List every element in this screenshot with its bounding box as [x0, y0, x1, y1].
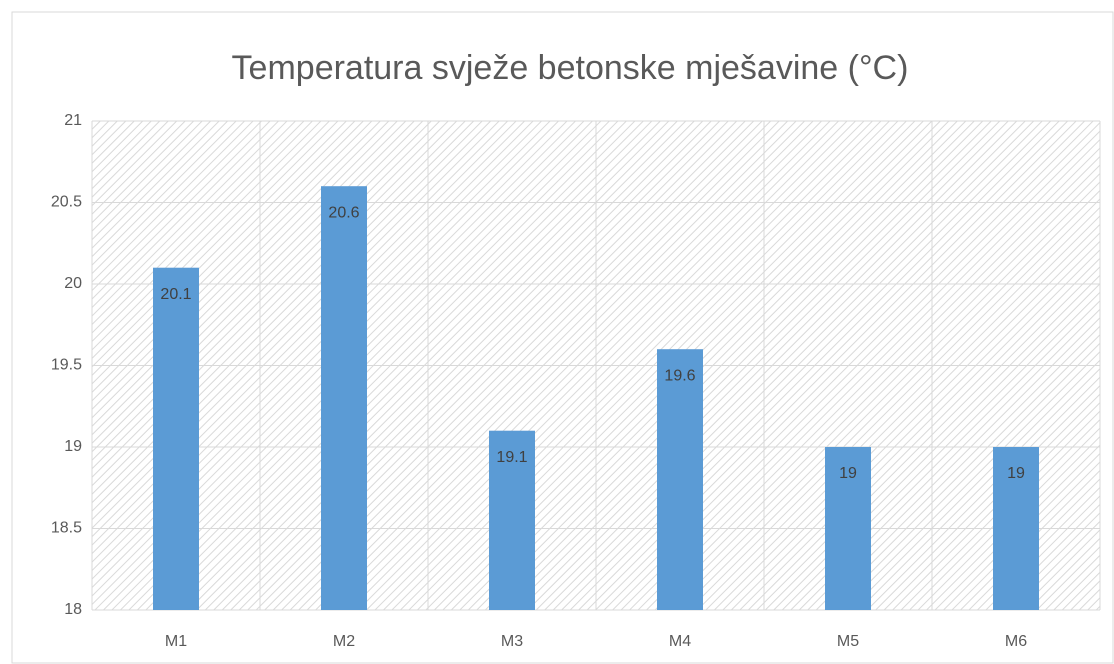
y-tick-label: 20 [64, 275, 82, 292]
data-label: 20.6 [328, 204, 359, 221]
x-tick-label: M6 [1005, 633, 1027, 650]
data-label: 19 [1007, 465, 1025, 482]
y-tick-label: 18.5 [51, 520, 82, 537]
x-tick-label: M4 [669, 633, 691, 650]
x-tick-label: M2 [333, 633, 355, 650]
y-tick-label: 18 [64, 601, 82, 618]
bar [825, 447, 871, 610]
x-tick-label: M3 [501, 633, 523, 650]
bar [489, 430, 535, 610]
x-tick-label: M1 [165, 633, 187, 650]
data-label: 20.1 [160, 286, 191, 303]
chart-title: Temperatura svježe betonske mješavine (°… [232, 49, 909, 87]
bar [153, 267, 199, 610]
bar [993, 447, 1039, 610]
data-label: 19 [839, 465, 857, 482]
data-label: 19.1 [496, 449, 527, 466]
data-label: 19.6 [664, 367, 695, 384]
bar [657, 349, 703, 610]
y-tick-label: 20.5 [51, 194, 82, 211]
x-tick-label: M5 [837, 633, 859, 650]
y-tick-label: 19.5 [51, 357, 82, 374]
bar [321, 186, 367, 610]
y-tick-label: 21 [64, 112, 82, 129]
y-tick-label: 19 [64, 438, 82, 455]
